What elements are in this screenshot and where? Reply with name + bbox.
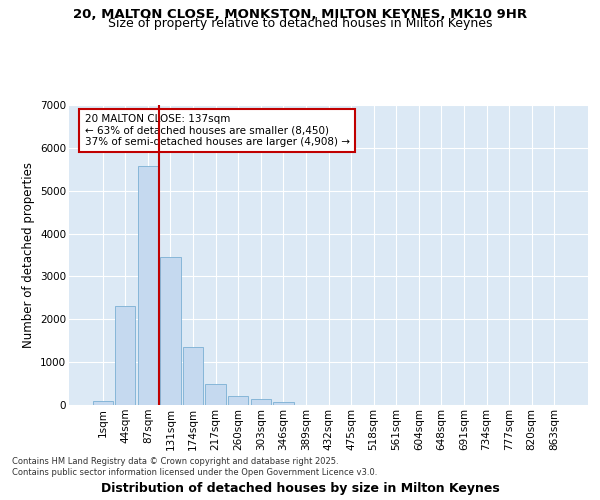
Bar (251, 398, 271, 405)
Bar (205, 384, 226, 405)
Bar (273, 402, 293, 405)
Text: Contains HM Land Registry data © Crown copyright and database right 2025.
Contai: Contains HM Land Registry data © Crown c… (12, 458, 377, 477)
Bar (160, 257, 181, 405)
Bar (92, 401, 113, 405)
Text: 20, MALTON CLOSE, MONKSTON, MILTON KEYNES, MK10 9HR: 20, MALTON CLOSE, MONKSTON, MILTON KEYNE… (73, 8, 527, 20)
Bar (115, 306, 136, 405)
Text: Size of property relative to detached houses in Milton Keynes: Size of property relative to detached ho… (108, 18, 492, 30)
Y-axis label: Number of detached properties: Number of detached properties (22, 162, 35, 348)
Text: Distribution of detached houses by size in Milton Keynes: Distribution of detached houses by size … (101, 482, 499, 495)
Bar (183, 346, 203, 405)
Bar (228, 396, 248, 405)
Text: 20 MALTON CLOSE: 137sqm
← 63% of detached houses are smaller (8,450)
37% of semi: 20 MALTON CLOSE: 137sqm ← 63% of detache… (85, 114, 350, 147)
Bar (138, 166, 158, 405)
